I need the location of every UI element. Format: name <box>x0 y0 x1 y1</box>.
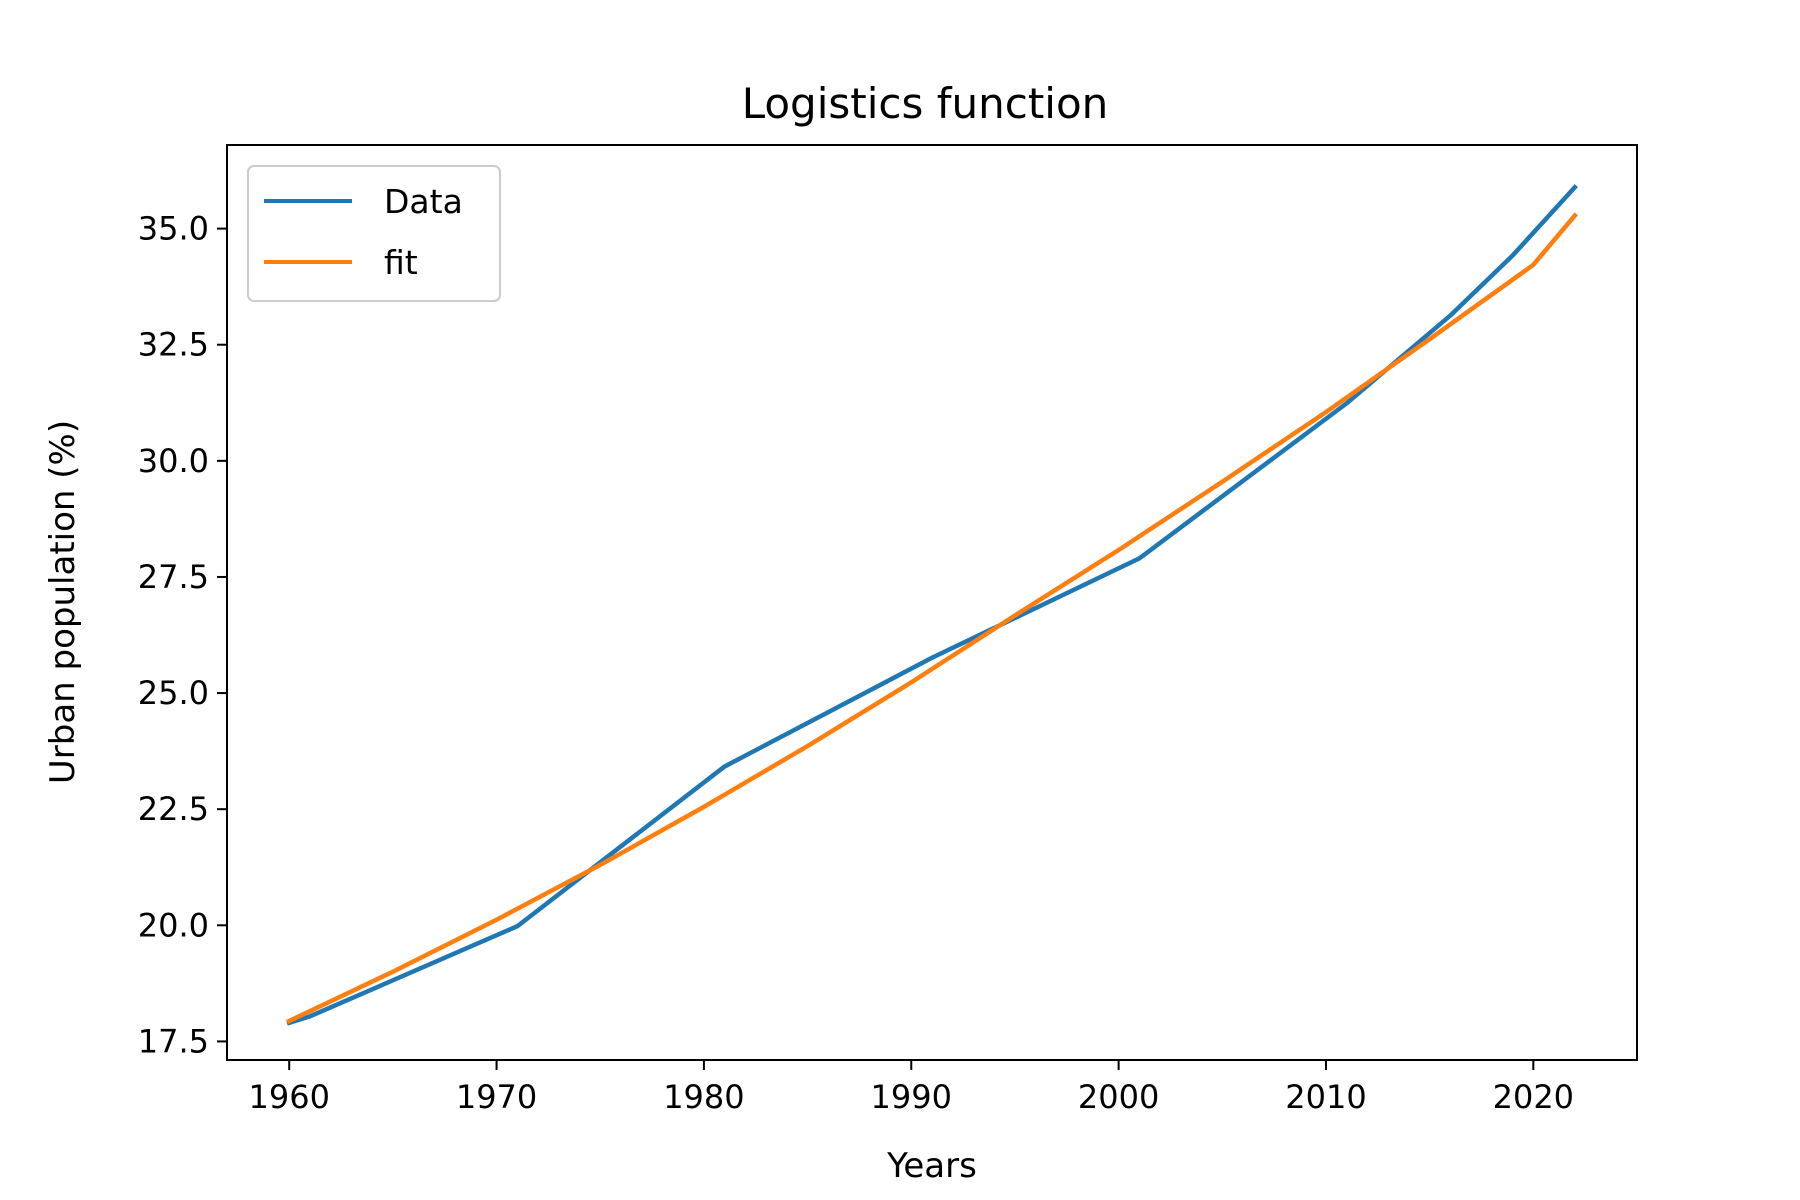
x-axis-label: Years <box>886 1146 977 1186</box>
series-line-fit <box>286 212 1578 1024</box>
x-axis: 1960 1970 1980 1990 2000 2010 2020 <box>248 1060 1574 1116</box>
y-tick-label: 22.5 <box>138 790 209 828</box>
y-tick-label: 20.0 <box>138 906 209 944</box>
y-tick-label: 17.5 <box>138 1022 209 1060</box>
series-line-data <box>286 184 1578 1026</box>
x-tick-label: 2010 <box>1285 1078 1366 1116</box>
legend-label-data: Data <box>384 182 463 221</box>
y-tick-label: 25.0 <box>138 674 209 712</box>
legend: Data fit <box>247 165 501 302</box>
x-tick-label: 2020 <box>1493 1078 1574 1116</box>
y-tick-label: 35.0 <box>138 210 209 248</box>
plot-area <box>286 184 1578 1026</box>
x-tick-label: 2000 <box>1078 1078 1159 1116</box>
y-axis-label: Urban population (%) <box>43 420 83 784</box>
chart-title: Logistics function <box>742 79 1109 128</box>
x-tick-label: 1970 <box>456 1078 537 1116</box>
axes-frame <box>226 144 1638 1061</box>
legend-label-fit: fit <box>384 243 418 282</box>
x-tick-label: 1960 <box>248 1078 329 1116</box>
y-axis: 17.5 20.0 22.5 25.0 27.5 30.0 32.5 35.0 <box>138 210 227 1060</box>
y-tick-label: 30.0 <box>138 442 209 480</box>
x-tick-label: 1990 <box>871 1078 952 1116</box>
y-tick-label: 27.5 <box>138 558 209 596</box>
y-tick-label: 32.5 <box>138 326 209 364</box>
x-tick-label: 1980 <box>663 1078 744 1116</box>
